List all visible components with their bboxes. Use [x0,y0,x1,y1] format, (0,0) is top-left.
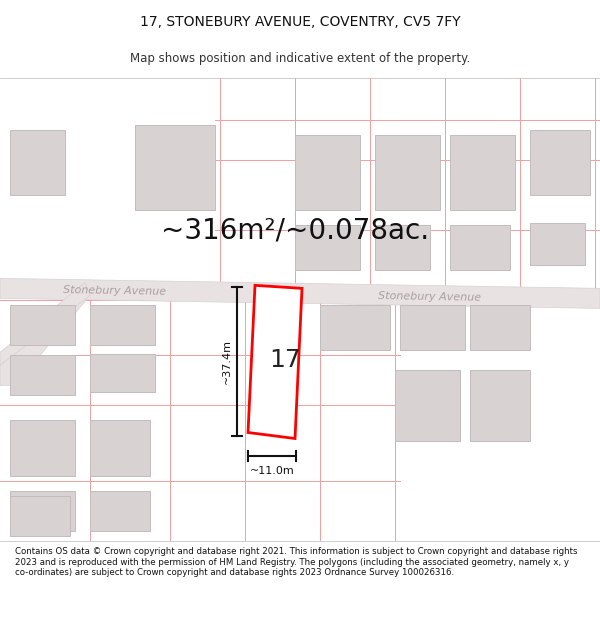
Polygon shape [90,491,150,531]
Polygon shape [395,371,460,441]
Polygon shape [295,135,360,210]
Polygon shape [0,291,90,386]
Polygon shape [450,225,510,271]
Polygon shape [90,421,150,476]
Polygon shape [10,306,75,346]
Polygon shape [470,371,530,441]
Polygon shape [248,286,302,439]
Text: 17, STONEBURY AVENUE, COVENTRY, CV5 7FY: 17, STONEBURY AVENUE, COVENTRY, CV5 7FY [140,15,460,29]
Polygon shape [375,135,440,210]
Polygon shape [530,223,585,266]
Polygon shape [320,306,390,351]
Text: Stonebury Avenue: Stonebury Avenue [379,291,482,303]
Polygon shape [400,306,465,351]
Text: Map shows position and indicative extent of the property.: Map shows position and indicative extent… [130,52,470,65]
Polygon shape [10,421,75,476]
Text: ~316m²/~0.078ac.: ~316m²/~0.078ac. [161,216,429,244]
Polygon shape [375,225,430,271]
Polygon shape [10,491,75,531]
Text: Stonebury Avenue: Stonebury Avenue [64,286,167,298]
Polygon shape [295,225,360,271]
Polygon shape [0,278,600,308]
Polygon shape [10,356,75,396]
Polygon shape [135,125,215,210]
Polygon shape [10,130,65,195]
Polygon shape [470,306,530,351]
Polygon shape [0,282,90,366]
Text: Contains OS data © Crown copyright and database right 2021. This information is : Contains OS data © Crown copyright and d… [15,548,577,577]
Polygon shape [10,496,70,536]
Polygon shape [450,135,515,210]
Polygon shape [90,354,155,392]
Polygon shape [90,306,155,346]
Text: ~11.0m: ~11.0m [250,466,295,476]
Text: ~37.4m: ~37.4m [222,339,232,384]
Text: 17: 17 [269,348,301,372]
Polygon shape [530,130,590,195]
